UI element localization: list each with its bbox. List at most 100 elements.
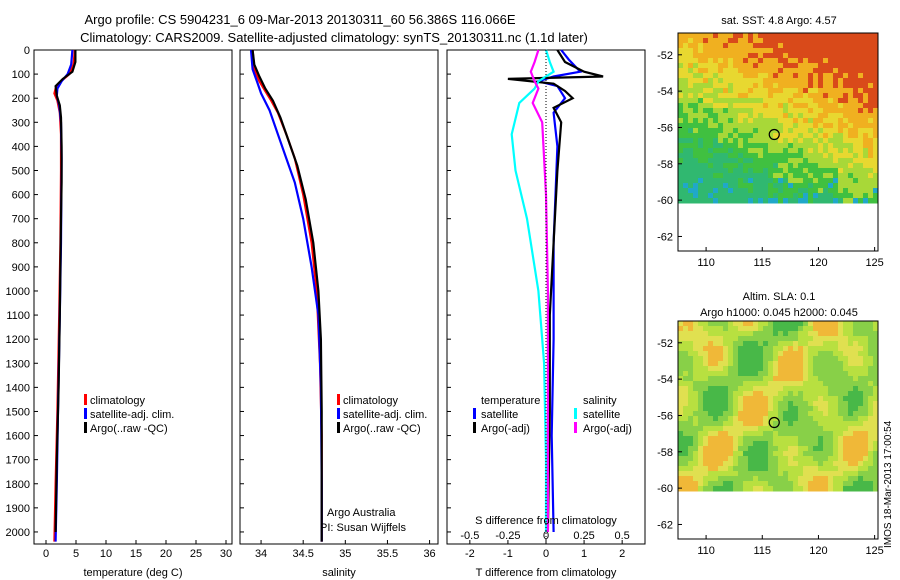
map-cell — [868, 73, 874, 79]
map-cell — [763, 446, 769, 452]
map-cell — [728, 401, 734, 407]
map-cell — [788, 148, 794, 154]
map-cell — [768, 401, 774, 407]
map-cell — [798, 381, 804, 387]
legend-swatch-argo — [337, 422, 340, 433]
map-cell — [793, 123, 799, 129]
map-cell — [718, 416, 724, 422]
map-cell — [693, 158, 699, 164]
map-cell — [683, 426, 689, 432]
map-cell — [813, 361, 819, 367]
map-cell — [758, 401, 764, 407]
map-cell — [708, 361, 714, 367]
map-cell — [848, 421, 854, 427]
map-cell — [838, 118, 844, 124]
map-cell — [693, 188, 699, 194]
map-cell — [833, 356, 839, 362]
map-cell — [758, 143, 764, 149]
map-cell — [868, 98, 874, 104]
map-cell — [683, 326, 689, 332]
map-cell — [733, 178, 739, 184]
map-cell — [703, 366, 709, 372]
map-cell — [688, 331, 694, 337]
map-cell — [723, 356, 729, 362]
map-cell — [823, 133, 829, 139]
map-cell — [778, 103, 784, 109]
map-cell — [853, 471, 859, 477]
map-cell — [713, 431, 719, 437]
map-cell — [783, 396, 789, 402]
map-cell — [723, 476, 729, 482]
map-cell — [798, 148, 804, 154]
map-cell — [853, 83, 859, 89]
map-cell — [693, 88, 699, 94]
map-cell — [773, 481, 779, 487]
map-cell — [873, 138, 879, 144]
map-cell — [823, 103, 829, 109]
map-cell — [718, 38, 724, 44]
map-cell — [768, 466, 774, 472]
map-cell — [763, 88, 769, 94]
map-cell — [688, 148, 694, 154]
map-cell — [823, 158, 829, 164]
map-cell — [783, 148, 789, 154]
map-cell — [848, 73, 854, 79]
map-cell — [713, 486, 719, 492]
map-cell — [873, 416, 879, 422]
map-cell — [863, 83, 869, 89]
map-cell — [773, 456, 779, 462]
map-cell — [703, 416, 709, 422]
map-cell — [833, 436, 839, 442]
map-cell — [858, 341, 864, 347]
map-cell — [773, 351, 779, 357]
map-cell — [783, 48, 789, 54]
map-cell — [768, 183, 774, 189]
map-cell — [768, 326, 774, 332]
map-cell — [763, 78, 769, 84]
map-cell — [703, 108, 709, 114]
map-cell — [863, 68, 869, 74]
map-cell — [803, 113, 809, 119]
map-cell — [763, 103, 769, 109]
map-cell — [708, 118, 714, 124]
map-cell — [683, 38, 689, 44]
map-cell — [718, 471, 724, 477]
map-cell — [743, 376, 749, 382]
map-cell — [773, 381, 779, 387]
map-cell — [693, 366, 699, 372]
map-cell — [848, 351, 854, 357]
map-cell — [818, 476, 824, 482]
map-cell — [733, 416, 739, 422]
map-cell — [848, 436, 854, 442]
map-cell — [748, 371, 754, 377]
map-cell — [863, 481, 869, 487]
map-cell — [678, 153, 684, 159]
map-cell — [693, 123, 699, 129]
map-cell — [698, 411, 704, 417]
map-cell — [793, 53, 799, 59]
map-cell — [743, 331, 749, 337]
map-cell — [868, 158, 874, 164]
map-cell — [748, 471, 754, 477]
map-cell — [863, 43, 869, 49]
map-cell — [858, 153, 864, 159]
map-cell — [793, 346, 799, 352]
map-cell — [863, 426, 869, 432]
map-cell — [738, 416, 744, 422]
map-cell — [798, 63, 804, 69]
map-cell — [733, 341, 739, 347]
map-cell — [803, 336, 809, 342]
map-cell — [868, 188, 874, 194]
map-cell — [698, 153, 704, 159]
map-cell — [758, 193, 764, 199]
map-cell — [873, 481, 879, 487]
map-cell — [753, 356, 759, 362]
map-cell — [863, 436, 869, 442]
map-cell — [768, 133, 774, 139]
map-cell — [698, 133, 704, 139]
map-cell — [713, 158, 719, 164]
map-cell — [768, 406, 774, 412]
map-cell — [848, 411, 854, 417]
map-cell — [733, 183, 739, 189]
map-cell — [678, 133, 684, 139]
